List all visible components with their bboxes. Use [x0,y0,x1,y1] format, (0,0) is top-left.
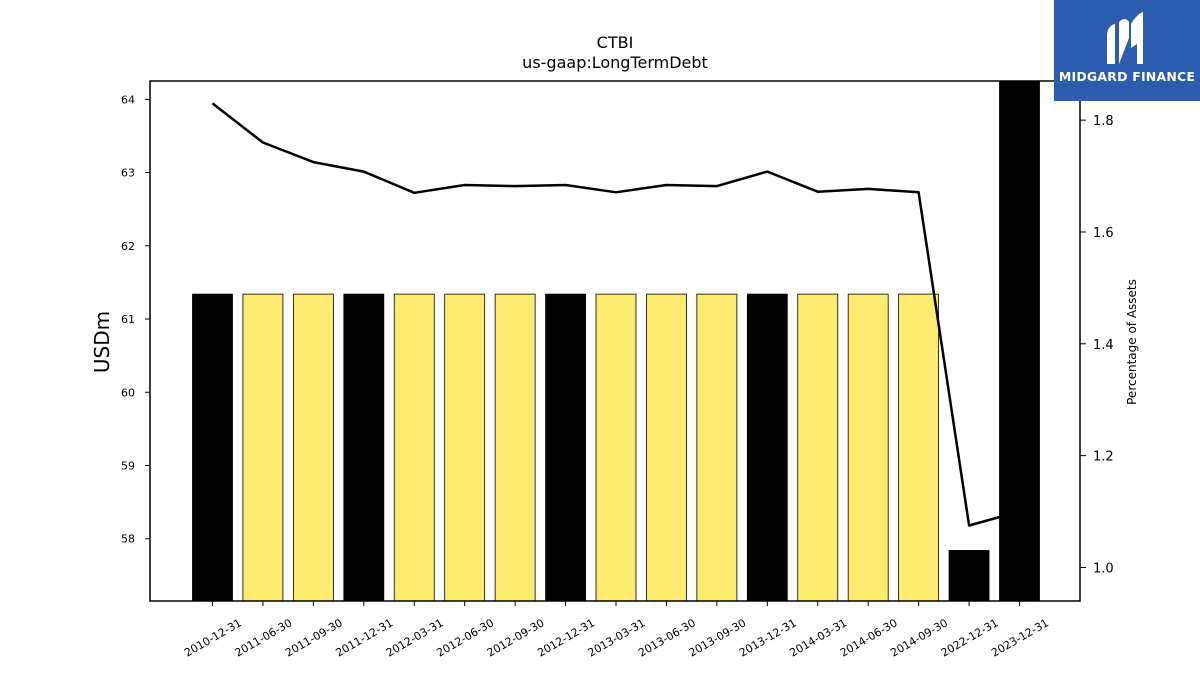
y-tick-label: 61 [121,313,135,326]
y2-axis-ticks: 1.0 1.2 1.4 1.6 1.8 [1080,114,1114,576]
bar-2010-12-31 [192,293,233,602]
bar-2012-09-30 [494,293,536,602]
y2-tick-label: 1.6 [1093,226,1114,241]
y2-axis-label: Percentage of Assets [1125,279,1139,405]
bar-2012-03-31 [393,293,435,602]
bar-2011-12-31 [343,293,385,602]
bar-2013-03-31 [595,293,637,602]
x-tick-label: 2023-12-31 [989,616,1051,659]
x-axis-ticks: 2010-12-312011-06-302011-09-302011-12-31… [182,601,1051,660]
y-tick-label: 59 [121,460,135,473]
bars [192,80,1040,602]
bar-2011-09-30 [292,293,334,602]
line-series [211,102,1020,527]
y2-tick-label: 1.8 [1093,114,1114,129]
y2-tick-label: 1.0 [1093,561,1114,576]
logo: MIDGARD FINANCE [1054,0,1200,101]
y-tick-label: 60 [121,386,135,399]
bar-2023-12-31 [999,80,1040,602]
y-tick-label: 64 [121,93,135,106]
bar-2014-06-30 [847,293,889,602]
bar-2013-12-31 [746,293,788,602]
y-tick-label: 58 [121,533,135,546]
y-tick-label: 63 [121,167,135,180]
y-tick-label: 62 [121,240,135,253]
plot-frame [149,80,1081,602]
bar-2022-12-31 [948,550,990,602]
line-path [211,102,1020,527]
chart-title: CTBI [597,33,634,52]
bar-2012-06-30 [444,293,486,602]
bar-2014-09-30 [898,293,940,602]
chart-subtitle: us-gaap:LongTermDebt [522,53,708,72]
bar-2012-12-31 [545,293,586,602]
y2-tick-label: 1.4 [1093,338,1114,353]
y-axis-ticks: 58 59 60 61 62 63 64 [121,93,150,546]
y-axis-label: USDm [90,311,114,373]
logo-text: MIDGARD FINANCE [1058,69,1196,84]
bar-2011-06-30 [242,293,284,602]
bar-2013-06-30 [646,293,687,602]
bar-2014-03-31 [797,293,839,602]
logo-mark-icon [1107,12,1143,64]
y2-tick-label: 1.2 [1093,450,1114,465]
bar-2013-09-30 [696,293,738,602]
